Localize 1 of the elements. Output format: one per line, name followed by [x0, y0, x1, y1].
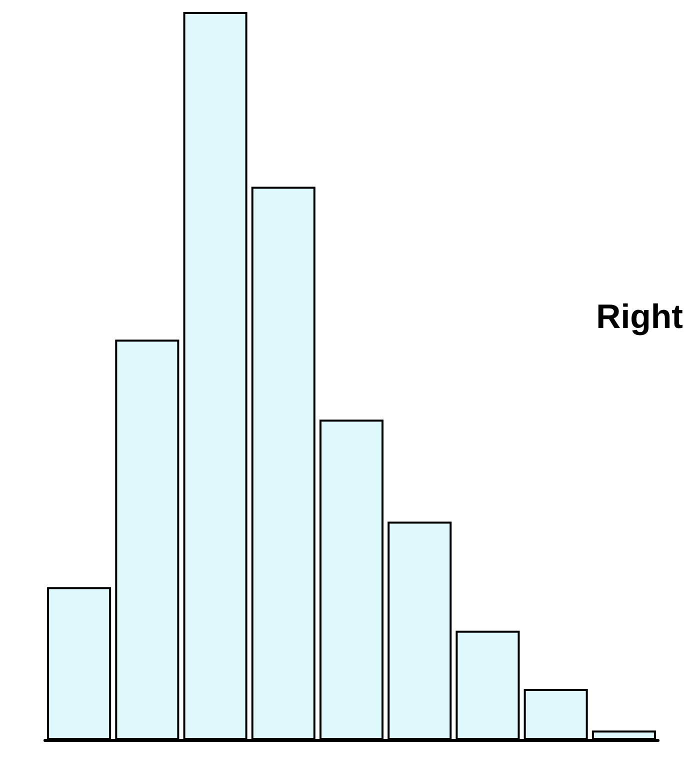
annotation: Right	[596, 298, 683, 336]
